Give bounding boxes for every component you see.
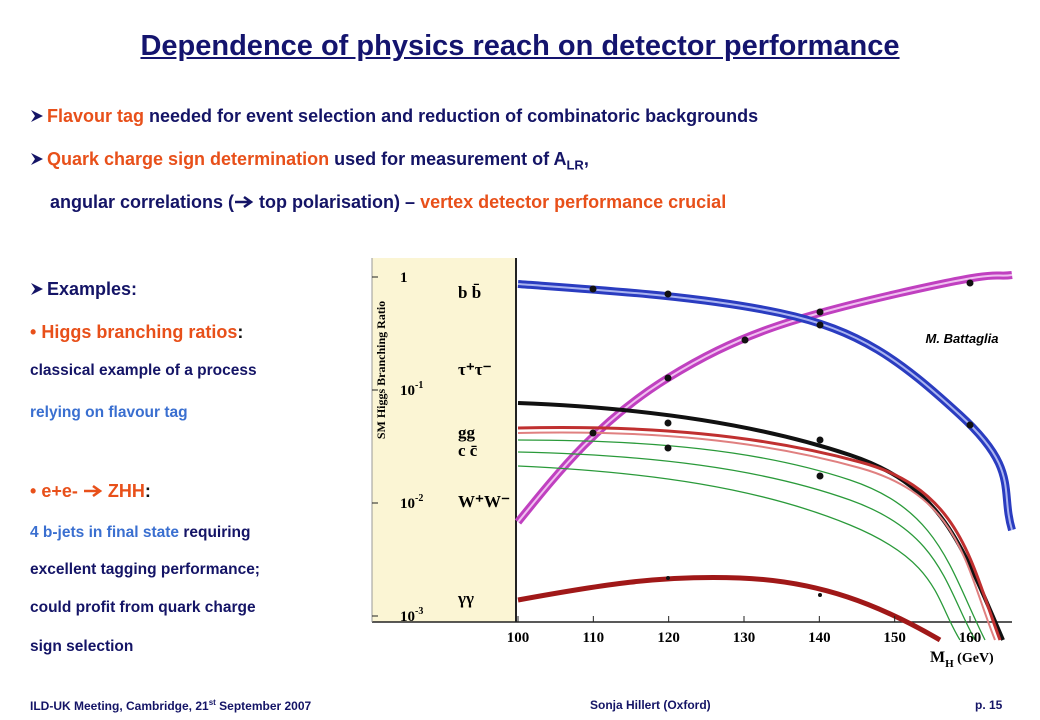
curves — [514, 271, 1016, 643]
bullet-continued: angular correlations ( top polarisation) … — [50, 192, 726, 213]
example-line: could profit from quark charge — [30, 599, 256, 616]
x-tick-label: 140 — [808, 630, 831, 646]
text: : — [144, 481, 151, 501]
channel-label: b b̄ — [458, 283, 481, 302]
text: : — [237, 322, 244, 342]
gg-curve — [517, 425, 1002, 641]
examples-heading: Examples: — [30, 279, 137, 300]
data-points — [589, 279, 974, 597]
cc-curve — [517, 439, 986, 641]
example-line: classical example of a process — [30, 362, 257, 379]
y-tick-label: 10-1 — [400, 380, 423, 399]
footer-center: Sonja Hillert (Oxford) — [590, 698, 711, 712]
y-tick-label: 10-3 — [400, 606, 423, 625]
highlight: ZHH — [107, 481, 145, 501]
text: ILD-UK Meeting, Cambridge, 21 — [30, 699, 209, 713]
x-tick-label: 150 — [883, 630, 906, 646]
example-line: sign selection — [30, 638, 134, 655]
y-tick-label: 1 — [400, 270, 408, 286]
footer-right: p. 15 — [975, 698, 1003, 712]
text: September 2007 — [215, 699, 312, 713]
gamma-curve — [517, 574, 942, 643]
arrow — [83, 484, 103, 498]
bb-curve-inner — [517, 283, 1013, 531]
gg-curve — [517, 431, 996, 641]
text: M — [930, 649, 945, 666]
tick-base: 10 — [400, 609, 415, 625]
x-tick-label: 100 — [507, 630, 530, 646]
text: angular correlations ( — [50, 192, 235, 212]
ww-curve-inner — [517, 274, 1013, 523]
channel-label: W⁺W⁻ — [458, 492, 510, 511]
tau-curve — [517, 401, 1005, 641]
highlight: e+e- — [41, 481, 78, 501]
credit: M. Battaglia — [926, 331, 999, 346]
highlight: Quark charge sign determination — [47, 149, 330, 169]
tick-exponent: -1 — [415, 380, 423, 391]
channel-label: γγ — [457, 589, 474, 608]
text: used for measurement of A — [329, 149, 567, 169]
bullet: Quark charge sign determination used for… — [30, 149, 589, 173]
subscript: LR — [566, 157, 584, 173]
cc-curve — [517, 465, 961, 641]
superscript: st — [208, 698, 216, 707]
bullet-arrow — [31, 153, 43, 165]
x-tick-label: 110 — [582, 630, 604, 646]
example-line: relying on flavour tag — [30, 404, 188, 421]
footer-left: ILD-UK Meeting, Cambridge, 21st Septembe… — [30, 698, 311, 713]
tick-base: 10 — [400, 496, 415, 512]
text: Examples: — [47, 279, 138, 299]
tick-base: 10 — [400, 383, 415, 399]
tick-exponent: -3 — [415, 606, 423, 617]
subscript: H — [945, 658, 954, 670]
x-tick-label: 120 — [657, 630, 680, 646]
channel-label: gg — [458, 423, 476, 442]
arrow — [235, 195, 254, 209]
bullet: Flavour tag needed for event selection a… — [30, 106, 758, 127]
highlight: Flavour tag — [47, 106, 145, 126]
bullet-arrow — [31, 283, 43, 295]
x-axis-label: MH (GeV) — [930, 649, 994, 670]
channel-label: c c̄ — [458, 441, 478, 460]
bullet-arrow — [31, 110, 43, 122]
y-tick-label: 10-2 — [400, 493, 423, 512]
tick-exponent: -2 — [415, 493, 423, 504]
example-line: 4 b-jets in final state requiring — [30, 524, 251, 542]
example-line: excellent tagging performance; — [30, 561, 260, 578]
example-title: • e+e- ZHH: — [30, 481, 151, 502]
channel-label: τ⁺τ⁻ — [458, 360, 492, 379]
bullet-dot: • — [30, 322, 37, 342]
text: top polarisation) – — [259, 192, 421, 212]
x-tick-label: 160 — [959, 630, 982, 646]
tick-base: 1 — [400, 270, 408, 286]
text: , — [583, 149, 589, 169]
y-axis-label: SM Higgs Branching Ratio — [374, 301, 388, 439]
highlight: Higgs branching ratios — [41, 322, 238, 342]
label-panel — [372, 258, 516, 622]
highlight: vertex detector performance crucial — [420, 192, 727, 212]
text: needed for event selection and reduction… — [144, 106, 759, 126]
text: requiring — [179, 524, 251, 541]
example-title: • Higgs branching ratios: — [30, 322, 243, 343]
cc-curve — [517, 451, 976, 641]
slide-title: Dependence of physics reach on detector … — [140, 30, 900, 62]
text: (GeV) — [954, 651, 994, 666]
highlight: 4 b-jets in final state — [30, 524, 180, 541]
x-tick-label: 130 — [733, 630, 756, 646]
bullet-dot: • — [30, 481, 37, 501]
